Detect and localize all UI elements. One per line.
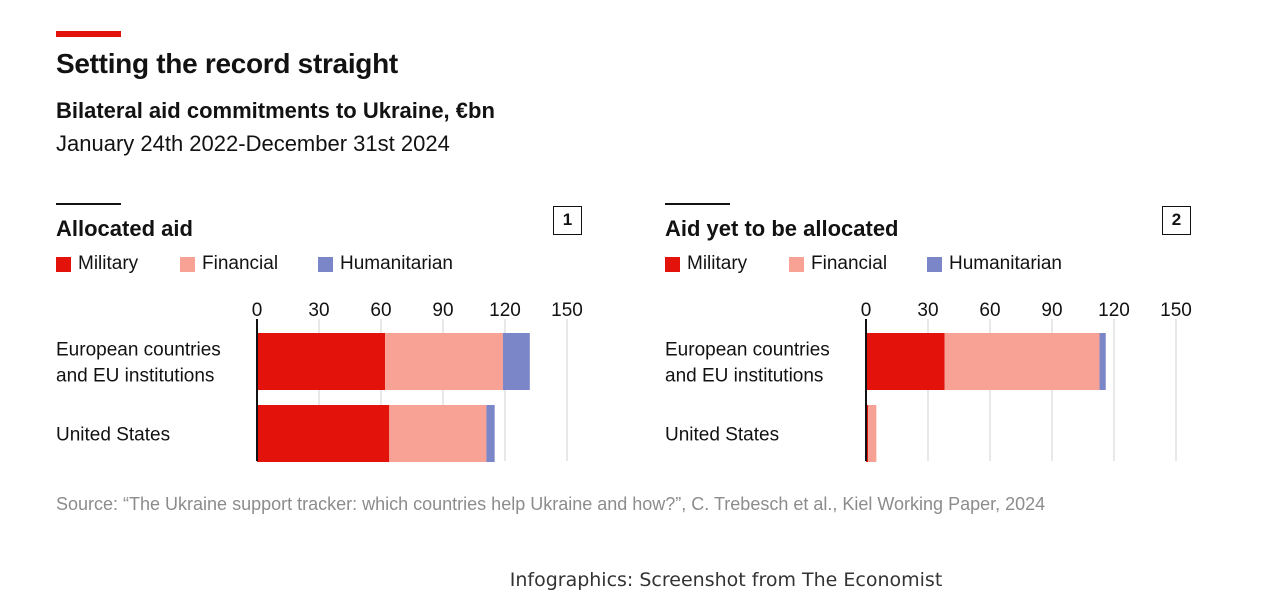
bar-military — [866, 405, 869, 462]
bar-chart-allocated: 0 30 60 90 120 150 European countries and EU in… — [56, 300, 583, 462]
legend-swatch-military — [665, 257, 680, 272]
category-label-line: European countries — [665, 340, 830, 361]
category-label-line: and EU institutions — [56, 366, 214, 387]
bar-military — [866, 333, 945, 390]
source-note: Source: “The Ukraine support tracker: wh… — [56, 494, 1046, 514]
x-tick-label: 90 — [1041, 300, 1062, 321]
x-tick-label: 30 — [917, 300, 938, 321]
category-label: European countries and EU institutions — [56, 340, 221, 387]
legend-label: Military — [687, 253, 748, 274]
x-tick-label: 30 — [308, 300, 329, 321]
chart-title: Setting the record straight — [56, 48, 398, 79]
x-tick-label: 120 — [489, 300, 521, 321]
panel-title: Aid yet to be allocated — [665, 216, 899, 241]
bar-financial — [385, 333, 503, 390]
panel-rule — [665, 203, 730, 205]
x-tick-label: 120 — [1098, 300, 1130, 321]
category-label: European countries and EU institutions — [665, 340, 830, 387]
x-tick-label: 60 — [979, 300, 1000, 321]
bar-financial — [389, 405, 487, 462]
legend-swatch-humanitarian — [927, 257, 942, 272]
x-tick-label: 0 — [861, 300, 872, 321]
panel-aid-yet-to-be-allocated: Aid yet to be allocated 2 Military Finan… — [665, 203, 1225, 473]
panel-title: Allocated aid — [56, 216, 193, 241]
bar-humanitarian — [486, 405, 495, 462]
panel-allocated-aid: Allocated aid 1 Military Financial Human… — [56, 203, 616, 473]
category-label-line: European countries — [56, 340, 221, 361]
bar-financial — [868, 405, 877, 462]
legend-swatch-military — [56, 257, 71, 272]
x-tick-label: 150 — [1160, 300, 1192, 321]
legend-label: Humanitarian — [340, 253, 453, 274]
category-label-line: United States — [665, 425, 779, 446]
bar-humanitarian — [1099, 333, 1106, 390]
bar-chart-yet-to-be-allocated: 0 30 60 90 120 150 European countries and EU in… — [665, 300, 1192, 462]
panel-number-badge: 1 — [553, 206, 582, 235]
legend-label: Financial — [811, 253, 888, 274]
x-tick-label: 60 — [370, 300, 391, 321]
x-tick-label: 90 — [432, 300, 453, 321]
panel-number-badge: 2 — [1162, 206, 1191, 235]
date-range: January 24th 2022-December 31st 2024 — [56, 131, 450, 156]
legend-swatch-financial — [789, 257, 804, 272]
category-label-line: United States — [56, 425, 170, 446]
legend-label: Humanitarian — [949, 253, 1062, 274]
legend-label: Military — [78, 253, 139, 274]
category-label-line: and EU institutions — [665, 366, 823, 387]
brand-accent-bar — [56, 31, 121, 37]
bar-military — [257, 405, 390, 462]
image-caption: Infographics: Screenshot from The Econom… — [509, 569, 943, 591]
panel-rule — [56, 203, 121, 205]
category-label: United States — [56, 425, 170, 446]
legend-label: Financial — [202, 253, 279, 274]
bar-financial — [944, 333, 1100, 390]
category-label: United States — [665, 425, 779, 446]
x-tick-label: 150 — [551, 300, 583, 321]
legend-swatch-financial — [180, 257, 195, 272]
x-tick-label: 0 — [252, 300, 263, 321]
legend-swatch-humanitarian — [318, 257, 333, 272]
bar-humanitarian — [502, 333, 530, 390]
bar-military — [257, 333, 386, 390]
chart-subtitle: Bilateral aid commitments to Ukraine, €b… — [56, 98, 495, 123]
